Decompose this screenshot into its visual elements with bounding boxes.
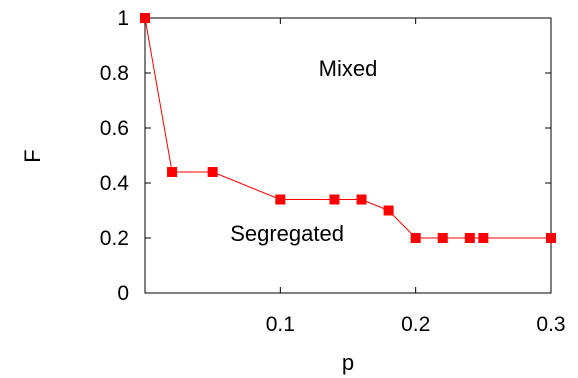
data-point [464,233,475,243]
x-tick-label: 0.3 [536,313,565,336]
data-point [478,233,489,243]
y-tick-label: 0.8 [100,62,129,85]
data-point [410,233,421,243]
y-tick-label: 0.2 [100,227,129,250]
x-tick-label: 0.1 [266,313,295,336]
plot-frame [144,17,552,294]
data-point [383,205,394,216]
y-tick-label: 0.4 [100,172,130,195]
data-point [437,233,448,243]
x-axis: 0.1 0.2 0.3 [266,18,566,336]
y-axis: 0 0.2 0.4 0.6 0.8 1 [100,7,551,305]
series-line [144,17,551,239]
y-tick-label: 0 [117,282,129,305]
x-tick-label: 0.2 [401,313,430,336]
data-point [207,167,218,177]
data-point [167,167,178,177]
annotations: Mixed Segregated [230,56,377,246]
y-tick-label: 0.6 [100,117,129,140]
data-point [140,13,150,23]
data-point [356,194,367,205]
y-axis-title: F [20,149,45,162]
data-point [546,233,556,243]
series-group [140,13,556,243]
data-point [329,194,340,205]
annotation-segregated: Segregated [230,221,344,246]
x-axis-title: p [342,350,354,375]
annotation-mixed: Mixed [319,56,378,81]
y-tick-label: 1 [117,7,129,30]
data-point [275,194,286,205]
